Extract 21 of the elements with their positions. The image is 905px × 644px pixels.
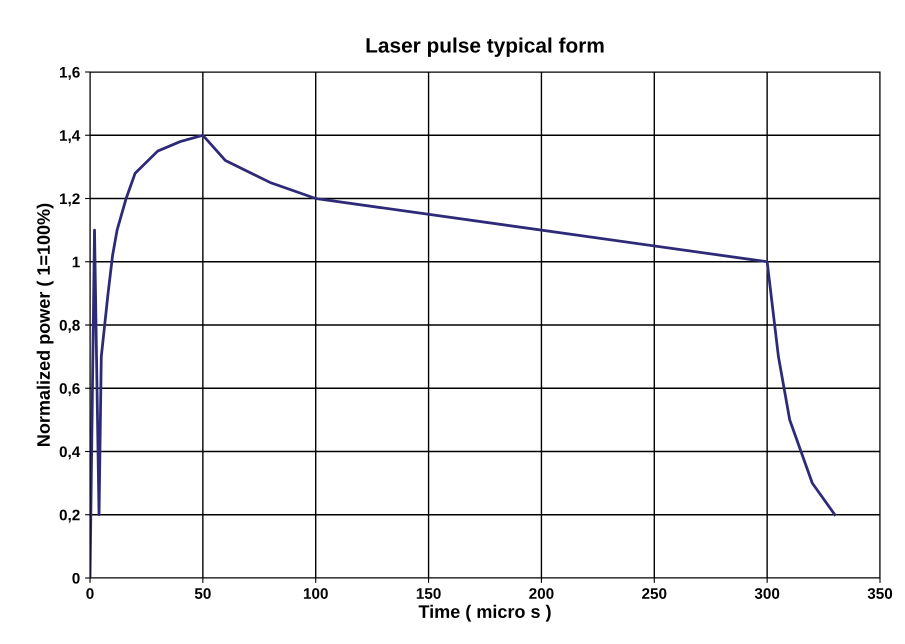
- y-tick-label: 1,4: [60, 130, 80, 144]
- y-axis-title: Normalized power ( 1=100%): [36, 204, 54, 446]
- line-series: [90, 134, 836, 578]
- x-tick-label: 150: [416, 588, 441, 599]
- y-tick-label: 0,6: [60, 383, 80, 396]
- y-tick-label: 1,6: [60, 66, 80, 80]
- x-tick-label: 350: [868, 588, 892, 599]
- x-tick-label: 200: [529, 588, 554, 599]
- chart-title: Laser pulse typical form: [366, 37, 604, 57]
- y-tick-label: 0,4: [60, 446, 80, 460]
- x-tick-label: 0: [86, 588, 94, 599]
- y-tick-label: 0,2: [60, 510, 80, 523]
- y-tick-label: 0,8: [60, 320, 80, 333]
- x-tick-label: 100: [304, 588, 328, 599]
- x-axis-title: Time ( micro s ): [418, 604, 551, 622]
- x-tick-label: 250: [642, 588, 666, 599]
- y-tick-label: 1,2: [60, 193, 80, 206]
- x-tick-label: 300: [754, 588, 780, 599]
- y-tick-label: 1: [72, 256, 80, 268]
- y-tick-label: 0: [72, 572, 80, 584]
- x-tick-label: 50: [194, 588, 211, 599]
